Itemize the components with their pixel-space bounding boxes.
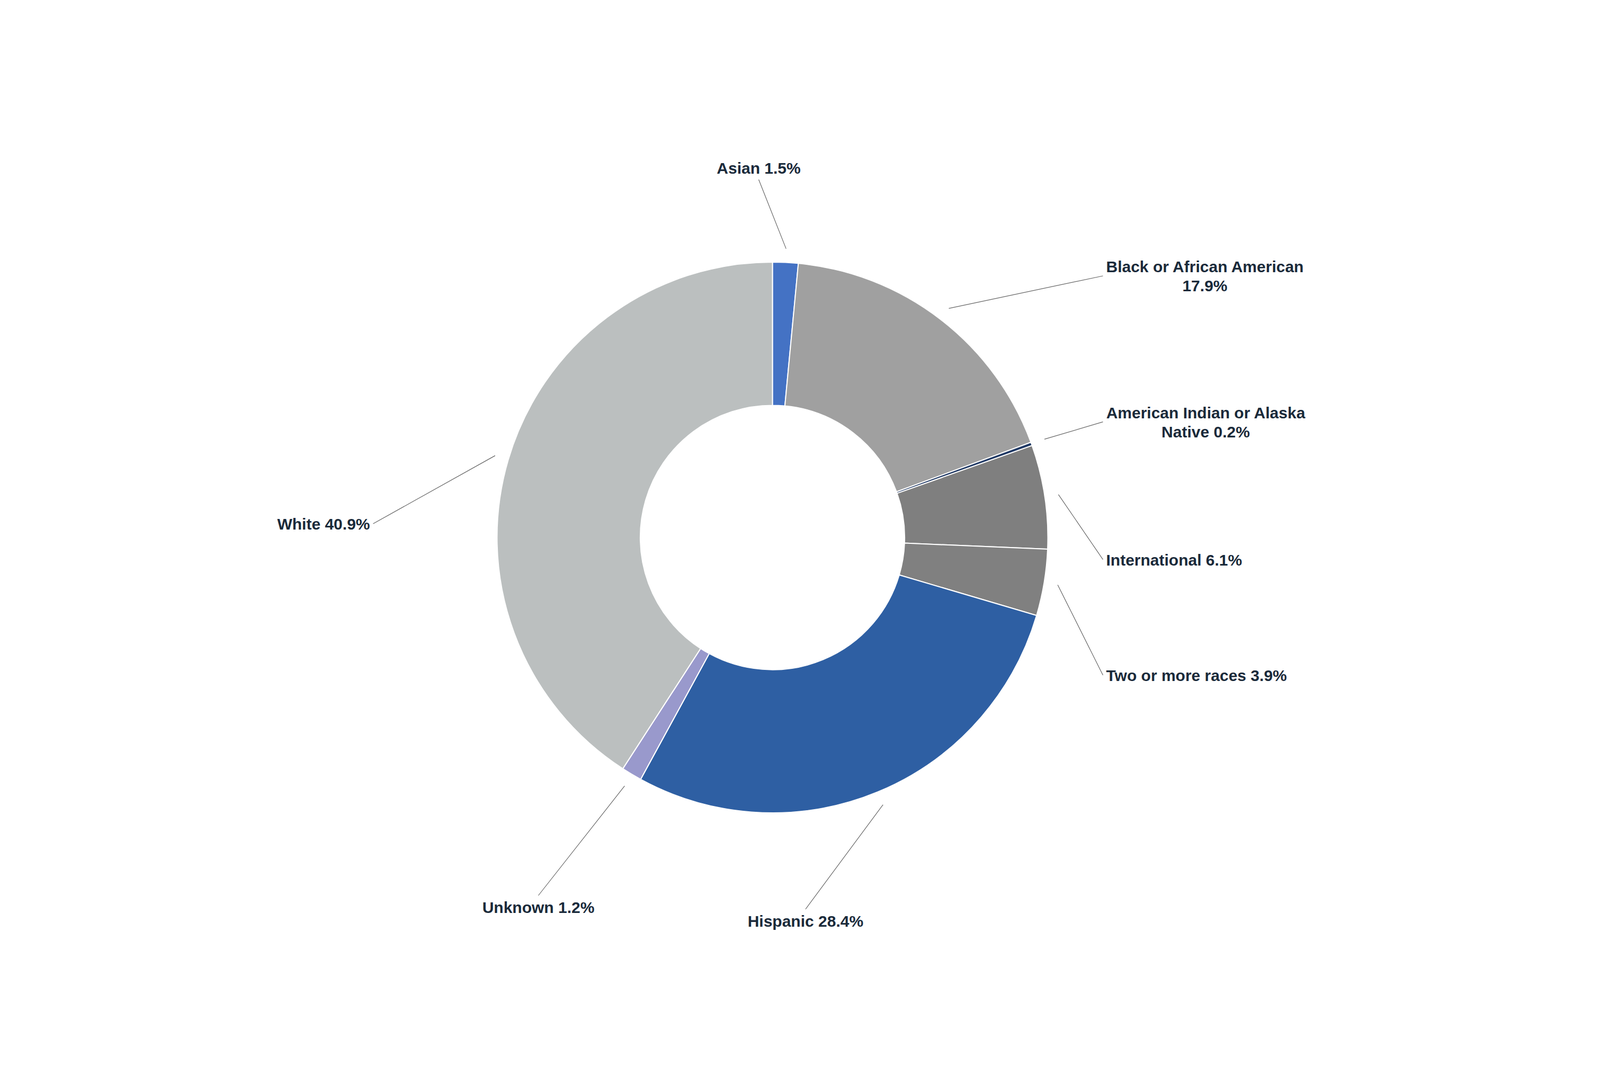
leader-line [949, 275, 1104, 309]
leader-line [1058, 494, 1103, 560]
slice-label-line: Unknown 1.2% [482, 898, 595, 917]
slice-label-line: Hispanic 28.4% [747, 912, 864, 931]
slice-label-line: 17.9% [1182, 276, 1228, 295]
leader-line [373, 455, 496, 524]
slice-label: Black or African American17.9% [1106, 257, 1304, 295]
leader-line [1044, 422, 1104, 440]
slice-label: American Indian or AlaskaNative 0.2% [1106, 403, 1306, 441]
donut [497, 262, 1049, 813]
slice-label-line: White 40.9% [276, 515, 370, 533]
leader-line [538, 785, 625, 896]
slice-label-line: Native 0.2% [1161, 422, 1250, 441]
slice-label-line: International 6.1% [1106, 550, 1243, 569]
slice [497, 262, 773, 770]
labels: Asian 1.5% Black or African American17.9%… [276, 159, 1305, 931]
leader-line [758, 179, 787, 249]
leader-line [1057, 585, 1103, 676]
slice-label: Unknown 1.2% [482, 898, 595, 917]
slice-label: White 40.9% [276, 515, 370, 533]
slice-label-line: Two or more races 3.9% [1106, 666, 1287, 685]
slice-label: Two or more races 3.9% [1106, 666, 1287, 685]
slice-label: Hispanic 28.4% [747, 912, 864, 931]
slice-label: International 6.1% [1106, 550, 1243, 569]
leader-line [805, 805, 883, 910]
slice-label-line: Asian 1.5% [716, 159, 801, 177]
slice-label-line: Black or African American [1106, 257, 1304, 276]
slice [640, 575, 1038, 813]
slice-label-line: American Indian or Alaska [1106, 403, 1306, 422]
slice-label: Asian 1.5% [716, 159, 801, 177]
chart: Asian 1.5% Black or African American17.9%… [0, 0, 1600, 1075]
slice [897, 445, 1049, 550]
